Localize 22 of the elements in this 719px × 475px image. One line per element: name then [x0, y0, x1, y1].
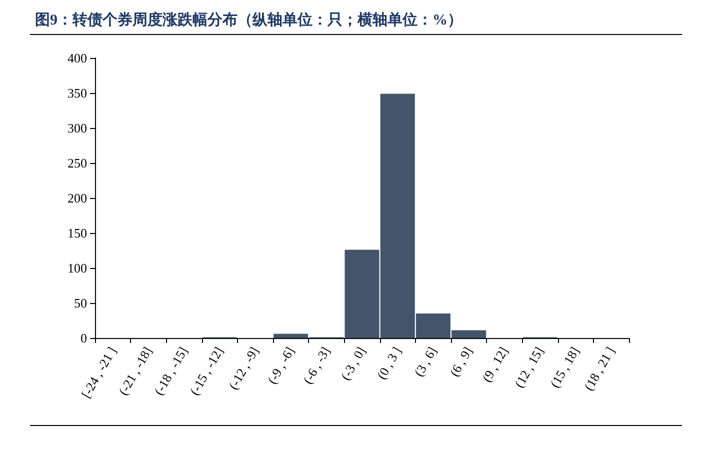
x-tick-label: [-24 , -21 ] — [78, 344, 120, 400]
x-tick-label: (15 , 18] — [546, 344, 582, 390]
x-tick-label: (3 , 6] — [411, 344, 440, 379]
x-tick-label: (12 , 15] — [511, 344, 546, 390]
y-tick-label: 200 — [68, 190, 87, 206]
y-tick-label: 0 — [80, 330, 87, 346]
y-tick-label: 50 — [74, 296, 87, 310]
x-tick-label: (9 , 12] — [478, 344, 511, 385]
y-tick-label: 250 — [68, 156, 87, 170]
x-tick-label: (-9 , -6] — [264, 344, 298, 386]
y-tick-label: 300 — [68, 120, 87, 136]
y-tick-label: 150 — [68, 226, 87, 240]
y-tick-label: 400 — [68, 50, 87, 66]
y-tick-label: 100 — [68, 260, 87, 276]
x-tick-label: (-12 , -9] — [225, 344, 262, 392]
x-tick-label: (-3 , 0] — [338, 344, 368, 383]
x-tick-label: (18 , 21 ] — [580, 344, 618, 393]
x-tick-label: (-6 , -3] — [300, 344, 333, 386]
x-tick-label: (0 , 3 ] — [374, 344, 404, 382]
x-tick-label: (6 , 9] — [446, 344, 476, 379]
chart-title: 图9：转债个券周度涨跌幅分布（纵轴单位：只；横轴单位：%） — [35, 10, 462, 28]
y-tick-label: 350 — [68, 86, 87, 100]
